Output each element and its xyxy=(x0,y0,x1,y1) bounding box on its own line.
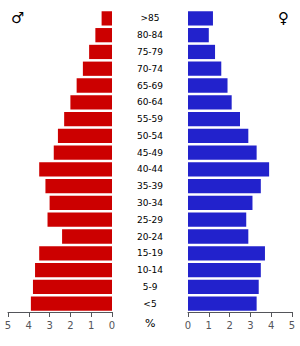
svg-text:25-29: 25-29 xyxy=(137,215,163,225)
svg-text:2: 2 xyxy=(226,320,232,331)
svg-text:45-49: 45-49 xyxy=(137,148,163,158)
svg-text:70-74: 70-74 xyxy=(137,64,163,74)
svg-text:%: % xyxy=(145,317,155,330)
svg-text:20-24: 20-24 xyxy=(137,232,163,242)
svg-text:65-69: 65-69 xyxy=(137,81,163,91)
svg-text:50-54: 50-54 xyxy=(137,131,163,141)
svg-text:>85: >85 xyxy=(141,13,160,23)
svg-text:35-39: 35-39 xyxy=(137,181,163,191)
svg-text:1: 1 xyxy=(206,320,212,331)
svg-text:55-59: 55-59 xyxy=(137,114,163,124)
svg-text:5: 5 xyxy=(5,320,11,331)
svg-text:♂: ♂ xyxy=(11,9,24,27)
svg-text:30-34: 30-34 xyxy=(137,198,163,208)
svg-text:1: 1 xyxy=(88,320,94,331)
svg-text:0: 0 xyxy=(109,320,115,331)
svg-text:3: 3 xyxy=(247,320,253,331)
svg-text:40-44: 40-44 xyxy=(137,164,163,174)
svg-text:3: 3 xyxy=(46,320,52,331)
svg-text:♀: ♀ xyxy=(278,9,289,27)
svg-text:75-79: 75-79 xyxy=(137,47,163,57)
svg-text:0: 0 xyxy=(185,320,191,331)
svg-text:5-9: 5-9 xyxy=(143,282,158,292)
svg-text:5: 5 xyxy=(289,320,295,331)
svg-text:10-14: 10-14 xyxy=(137,265,163,275)
svg-text:15-19: 15-19 xyxy=(137,248,163,258)
svg-text:4: 4 xyxy=(268,320,274,331)
svg-text:80-84: 80-84 xyxy=(137,30,163,40)
svg-text:2: 2 xyxy=(67,320,73,331)
svg-text:<5: <5 xyxy=(143,299,156,309)
svg-text:4: 4 xyxy=(26,320,32,331)
svg-text:60-64: 60-64 xyxy=(137,97,163,107)
